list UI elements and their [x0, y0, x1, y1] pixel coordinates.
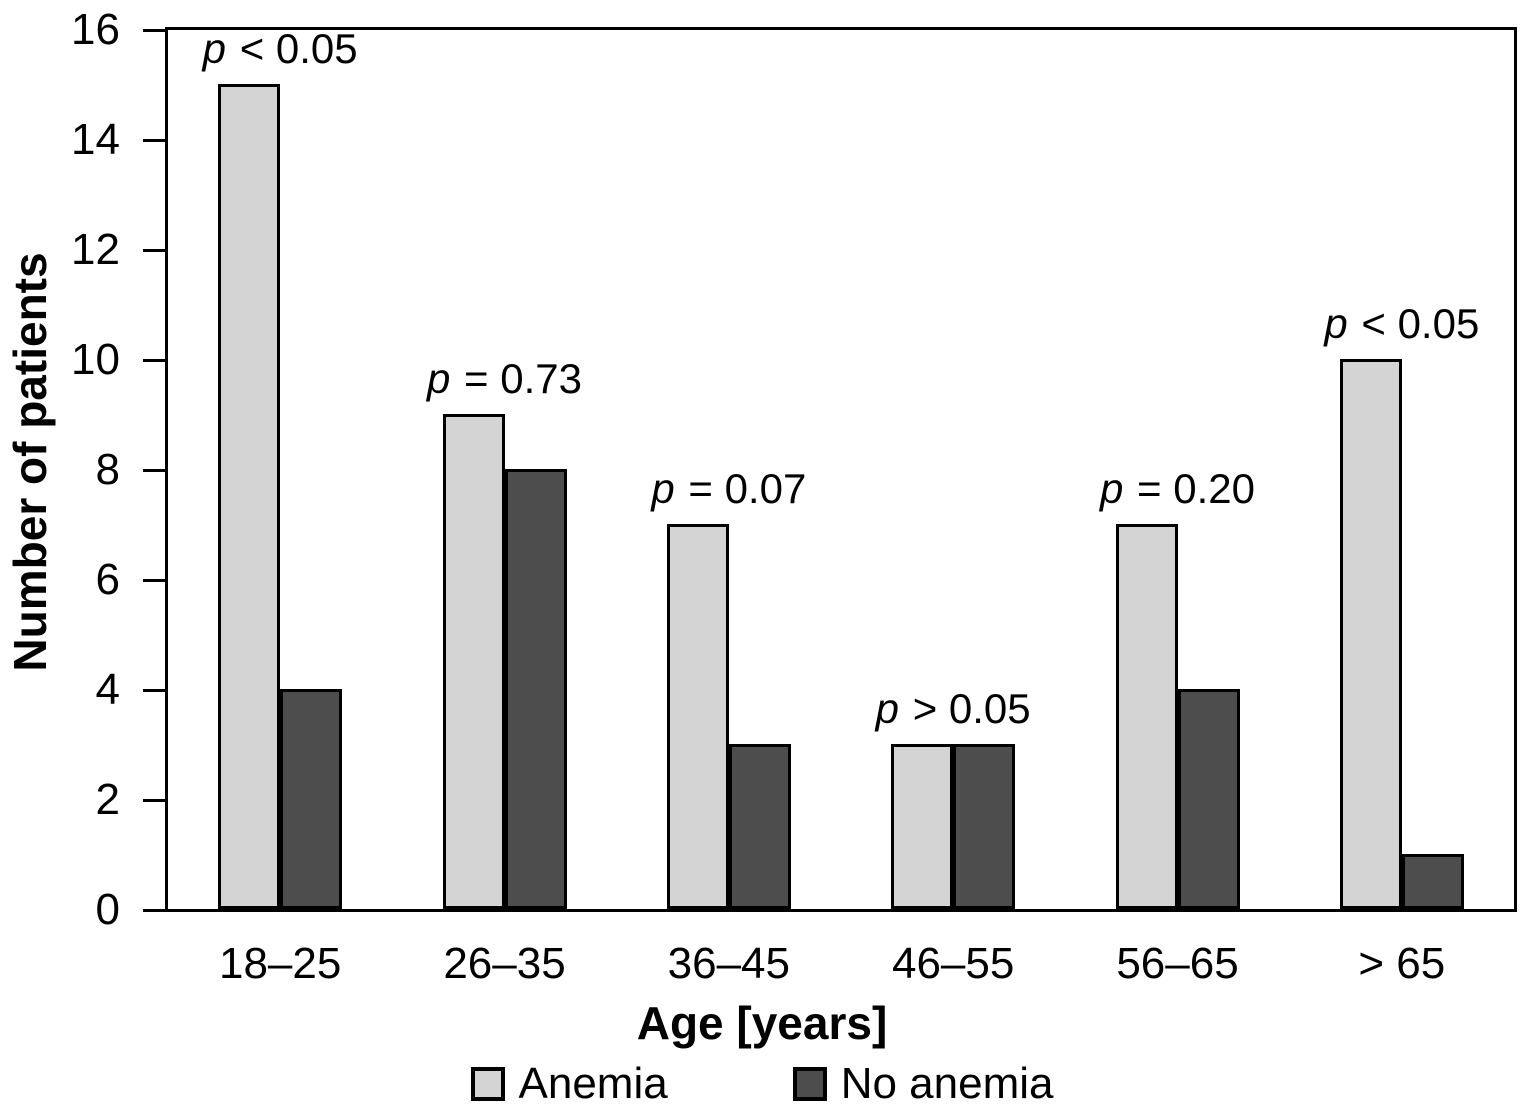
p-value-annotation: p < 0.05 [1324, 300, 1480, 347]
p-value-annotation: p < 0.05 [202, 25, 358, 72]
legend-label-no-anemia: No anemia [840, 1059, 1054, 1108]
plot-area: p < 0.05 p = 0.73 p = 0.07 p > 0.05 p = 0.20… [165, 27, 1517, 912]
x-axis-tick-label: 18–25 [218, 939, 342, 988]
y-axis-tick [143, 28, 165, 32]
y-axis-tick [143, 688, 165, 692]
y-axis-tick-label: 12 [71, 225, 120, 274]
p-value-annotation: p = 0.07 [651, 465, 807, 512]
y-axis-tick-label: 0 [95, 885, 120, 934]
anemia-swatch [470, 1067, 505, 1101]
legend-item-no-anemia: No anemia [792, 1059, 1054, 1108]
y-axis-tick-label: 6 [95, 555, 120, 604]
y-axis-tick-label: 8 [95, 445, 120, 494]
bar-anemia [1339, 359, 1402, 909]
x-axis-title: Age [years] [636, 997, 888, 1049]
bar-no-anemia [1401, 854, 1464, 909]
no-anemia-swatch [792, 1067, 827, 1101]
bar-no-anemia [280, 689, 343, 909]
y-axis-tick-label: 16 [71, 5, 120, 54]
y-axis-tick [143, 798, 165, 802]
bar-no-anemia [728, 744, 791, 909]
x-axis-tick-label: 46–55 [891, 939, 1015, 988]
legend: Anemia No anemia [0, 1062, 1524, 1106]
x-axis-tick-label: > 65 [1358, 939, 1446, 988]
legend-item-anemia: Anemia [470, 1059, 668, 1108]
y-axis-tick [143, 468, 165, 472]
x-axis-tick-label: 26–35 [443, 939, 566, 988]
y-axis-tick [143, 358, 165, 362]
bar-anemia [442, 414, 505, 909]
bar-anemia [1115, 524, 1178, 909]
bar-anemia [666, 524, 729, 909]
x-axis-labels: 18–25 26–35 36–45 46–55 56–65 > 65 [0, 938, 1524, 990]
p-value-annotation: p > 0.05 [875, 685, 1031, 732]
bar-no-anemia [953, 744, 1016, 909]
bars-layer: p < 0.05 p = 0.73 p = 0.07 p > 0.05 p = 0.20… [168, 25, 1514, 909]
p-value-annotation: p = 0.20 [1100, 465, 1255, 512]
bar-anemia [218, 84, 281, 909]
y-axis-tick-label: 2 [95, 775, 120, 824]
y-axis-tick-label: 4 [95, 665, 120, 714]
bar-no-anemia [504, 469, 567, 909]
p-value-annotation: p = 0.73 [427, 355, 582, 402]
y-axis-tick [143, 248, 165, 252]
y-axis-tick [143, 578, 165, 582]
y-axis-tick [143, 908, 165, 912]
y-axis-tick-label: 14 [71, 115, 120, 164]
bar-anemia [891, 744, 954, 909]
bar-no-anemia [1177, 689, 1240, 909]
y-axis-tick-label: 10 [71, 335, 120, 384]
y-axis-tick [143, 138, 165, 142]
legend-label-anemia: Anemia [518, 1059, 668, 1108]
x-axis-tick-label: 36–45 [667, 939, 791, 988]
x-axis-tick-label: 56–65 [1116, 939, 1239, 988]
